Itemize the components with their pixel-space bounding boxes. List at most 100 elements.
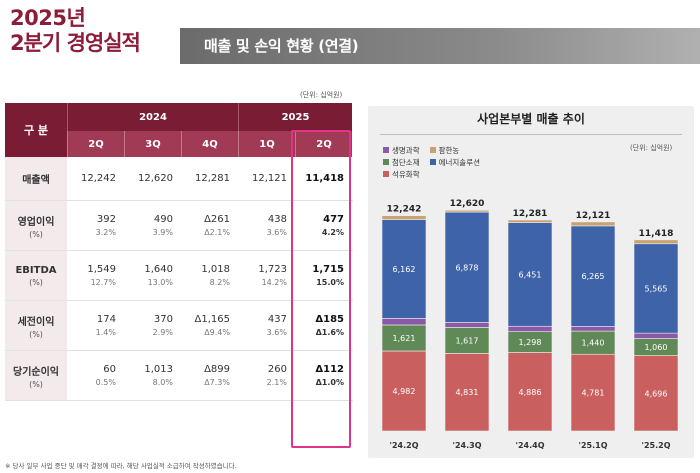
- table-cell: 12,121: [252, 173, 287, 184]
- bar-segment: [633, 355, 679, 432]
- segment-label: 6,265: [582, 272, 605, 281]
- table-cell: 1,640 13.0%: [144, 264, 173, 287]
- bar-segment: [444, 327, 490, 354]
- page-title: 2025년 2분기 경영실적: [10, 6, 141, 56]
- chart-unit: (단위: 십억원): [630, 144, 673, 152]
- table-row: 매출액 12,242 12,620 12,281 12,121 11,418: [5, 157, 353, 201]
- segment-label: 6,451: [519, 270, 542, 279]
- table-cell: 392 3.2%: [95, 214, 116, 237]
- header-quarter: 1Q: [238, 131, 295, 157]
- table-cell: 1,723 14.2%: [258, 264, 287, 287]
- bar-segment: [381, 318, 427, 326]
- bar-segment: [444, 353, 490, 432]
- table-cell: 477 4.2%: [321, 214, 344, 237]
- title-year: 2025년: [10, 6, 86, 30]
- segment-label: 1,298: [519, 338, 542, 347]
- bar-segment: [444, 211, 490, 323]
- header-year-2025: 2025: [238, 103, 352, 131]
- header-quarter: 4Q: [181, 131, 238, 157]
- segment-label: 4,831: [456, 388, 479, 397]
- table-cell: 437 3.6%: [266, 314, 287, 337]
- chart-title-divider: [380, 134, 682, 135]
- segment-label: 6,162: [393, 265, 416, 274]
- bar-segment: [507, 219, 553, 223]
- table-row: EBITDA (%) 1,549 12.7% 1,640 13.0% 1,018 8.2…: [5, 251, 353, 301]
- row-label: 영업이익 (%): [5, 201, 67, 250]
- bar-segment: [381, 219, 427, 319]
- header-quarter: 2Q: [295, 131, 352, 157]
- table-cell: 1,715 15.0%: [312, 264, 344, 287]
- bar-segment: [633, 332, 679, 339]
- segment-label: 4,781: [582, 389, 605, 398]
- table-cell: 60 0.5%: [95, 364, 116, 387]
- chart-legend: 생명과학 팜한농 첨단소재 에너지솔루션 석유화학: [383, 144, 490, 180]
- bar-segment: [444, 209, 490, 213]
- segment-label: 1,060: [645, 343, 668, 352]
- chart-title: 사업본부별 매출 추이: [477, 112, 585, 126]
- section-banner: 매출 및 손익 현황 (연결): [180, 28, 700, 64]
- x-tick-label: '24.2Q: [390, 441, 419, 450]
- legend-item: 생명과학: [383, 144, 420, 156]
- segment-label: 1,440: [582, 339, 605, 348]
- legend-swatch: [383, 171, 389, 177]
- bar-segment: [570, 353, 616, 432]
- bar-segment: [507, 352, 553, 432]
- bar-segment: [381, 350, 427, 432]
- header-quarter: 3Q: [124, 131, 181, 157]
- table-cell: Δ1,165 Δ9.4%: [194, 314, 230, 337]
- row-label: 세전이익 (%): [5, 301, 67, 350]
- header-year-2024: 2024: [67, 103, 238, 131]
- table-cell: 12,281: [195, 173, 230, 184]
- x-tick-label: '25.1Q: [579, 441, 608, 450]
- table-cell: Δ112 Δ1.0%: [315, 364, 344, 387]
- table-row: 당기순이익 (%) 60 0.5% 1,013 8.0% Δ899 Δ7.3% 260 2…: [5, 351, 353, 401]
- row-label: EBITDA (%): [5, 251, 67, 300]
- segment-label: 1,621: [393, 334, 416, 343]
- financial-table: 구 분 2024 2025 2Q 3Q 4Q 1Q 2Q 매출액 12,242 …: [5, 103, 353, 401]
- legend-item: 첨단소재: [383, 156, 420, 168]
- title-quarter: 2분기 경영실적: [10, 30, 141, 55]
- table-row: 세전이익 (%) 174 1.4% 370 2.9% Δ1,165 Δ9.4% 437 3…: [5, 301, 353, 351]
- legend-item: 에너지솔루션: [429, 156, 480, 168]
- table-cell: 1,013 8.0%: [144, 364, 173, 387]
- table-cell: 174 1.4%: [95, 314, 116, 337]
- table-cell: 1,018 8.2%: [201, 264, 230, 287]
- bar-total-label: 12,620: [450, 199, 485, 209]
- table-cell: 260 2.1%: [266, 364, 287, 387]
- header-gubun: 구 분: [5, 103, 67, 157]
- table-cell: 12,620: [138, 173, 173, 184]
- table-cell: 1,549 12.7%: [87, 264, 116, 287]
- segment-label: 6,878: [456, 263, 479, 272]
- x-tick-label: '25.2Q: [642, 441, 671, 450]
- bar-segment: [507, 222, 553, 327]
- stacked-bar-chart: 4,982 1,621 6,162 12,242 '24.2Q 4,831 1,617 6,8…: [381, 199, 679, 450]
- table-cell: 11,418: [305, 173, 344, 184]
- legend-swatch: [383, 147, 389, 153]
- row-label: 당기순이익 (%): [5, 351, 67, 400]
- table-cell: Δ899 Δ7.3%: [204, 364, 230, 387]
- bar-segment: [633, 243, 679, 334]
- bar-total-label: 12,281: [513, 209, 548, 219]
- legend-item: 석유화학: [383, 168, 420, 180]
- legend-swatch: [429, 147, 436, 153]
- table-cell: 12,242: [81, 173, 116, 184]
- x-tick-label: '24.4Q: [516, 441, 545, 450]
- bar-segment: [570, 221, 616, 227]
- table-cell: 490 3.9%: [152, 214, 173, 237]
- bar-segment: [633, 239, 679, 245]
- table-cell: 370 2.9%: [152, 314, 173, 337]
- row-label: 매출액: [5, 157, 67, 200]
- table-unit: (단위: 십억원): [300, 91, 343, 99]
- table-header: 구 분 2024 2025 2Q 3Q 4Q 1Q 2Q: [5, 103, 353, 157]
- legend-swatch: [383, 159, 389, 165]
- bar-total-label: 12,242: [387, 205, 422, 215]
- segment-label: 1,617: [456, 336, 479, 345]
- bar-segment: [570, 225, 616, 327]
- table-cell: 438 3.6%: [266, 214, 287, 237]
- header-quarter: 2Q: [67, 131, 124, 157]
- bar-total-label: 11,418: [639, 229, 674, 239]
- bar-segment: [444, 322, 490, 328]
- bar-segment: [570, 326, 616, 332]
- x-tick-label: '24.3Q: [453, 441, 482, 450]
- segment-label: 4,886: [519, 388, 542, 397]
